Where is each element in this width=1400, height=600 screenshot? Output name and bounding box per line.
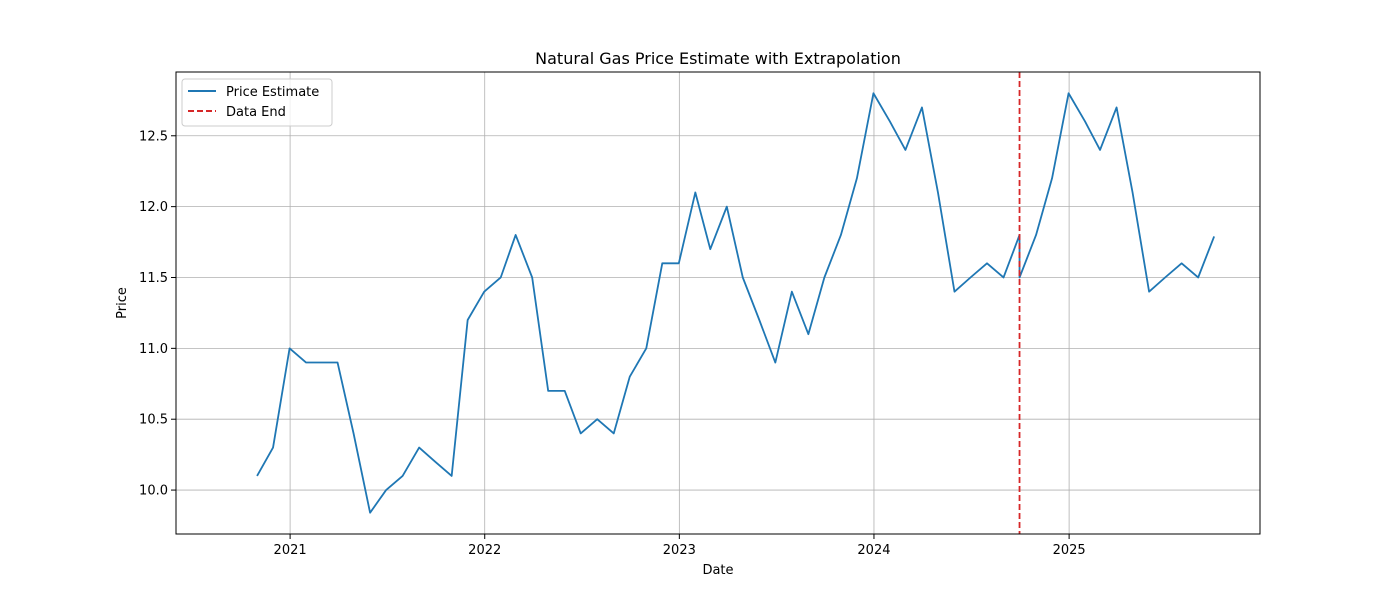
grid-lines: [176, 72, 1260, 534]
y-axis-ticks: 10.0 10.5 11.0 11.5 12.0 12.5: [139, 129, 176, 499]
chart-title: Natural Gas Price Estimate with Extrapol…: [535, 49, 901, 68]
series-line-price-estimate: [256, 92, 1215, 514]
x-axis-ticks: 2021 2022 2023 2024 2025: [274, 534, 1086, 558]
x-axis-label: Date: [702, 563, 733, 578]
x-tick-label: 2024: [857, 543, 890, 558]
y-tick-label: 11.5: [139, 271, 168, 286]
axes-frame: [175, 71, 1261, 535]
legend-box: [181, 78, 333, 127]
y-tick-label: 12.5: [139, 129, 168, 144]
y-tick-label: 10.0: [139, 484, 168, 499]
legend-label-price-estimate: Price Estimate: [226, 85, 319, 100]
y-tick-label: 11.0: [139, 342, 168, 357]
legend: Price Estimate Data End: [181, 78, 333, 127]
y-tick-label: 10.5: [139, 413, 168, 428]
x-tick-label: 2021: [274, 543, 307, 558]
x-tick-label: 2022: [468, 543, 501, 558]
y-tick-label: 12.0: [139, 200, 168, 215]
x-tick-label: 2025: [1053, 543, 1086, 558]
plot-area: [256, 72, 1215, 534]
y-axis-label: Price: [115, 287, 130, 319]
legend-label-data-end: Data End: [226, 105, 286, 120]
x-tick-label: 2023: [663, 543, 696, 558]
